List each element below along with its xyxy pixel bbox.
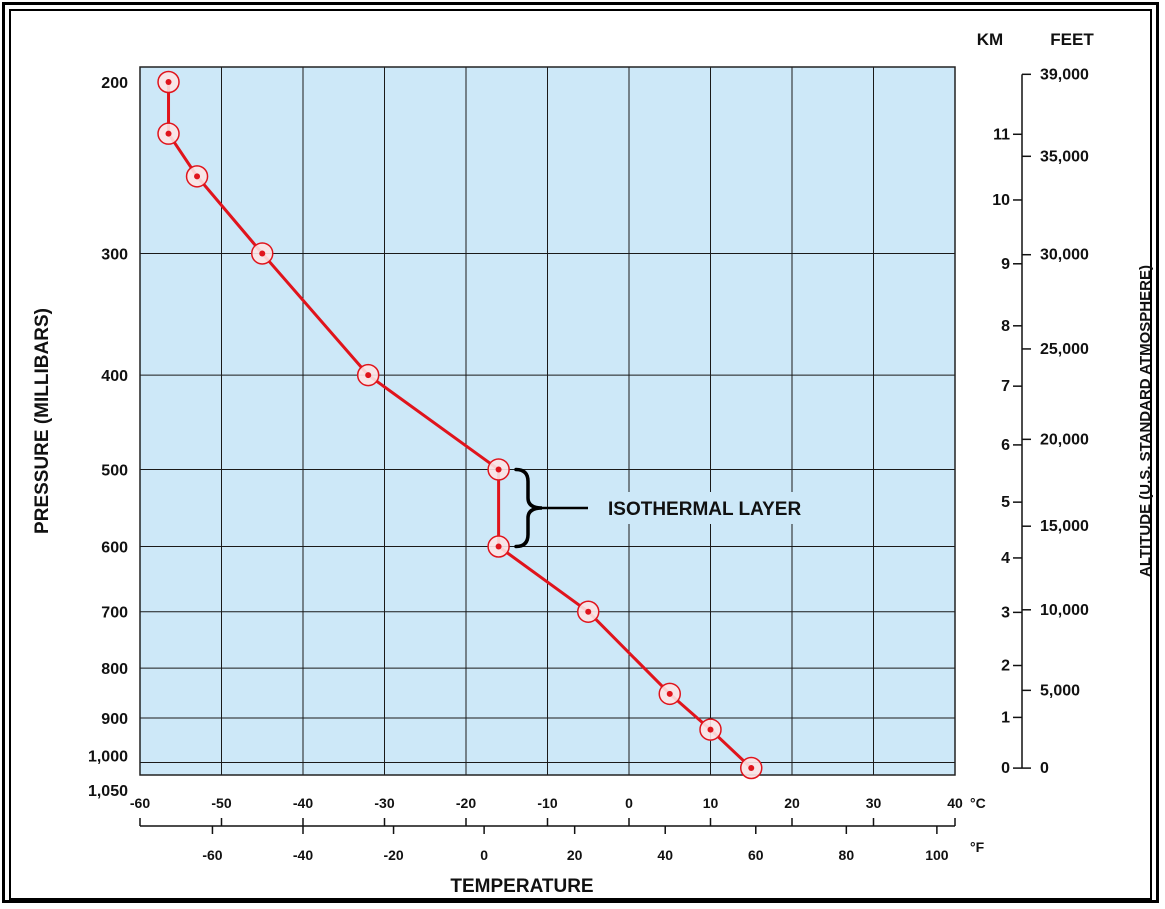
grid [140,67,955,775]
celsius-tick-label: 40 [947,795,963,811]
celsius-tick-label: -60 [130,795,150,811]
data-point [748,765,755,771]
altitude-axes: 0 1 2 3 4 5 6 7 8 9 10 11 0 5,000 10,000 15,000 20,000 25… [992,66,1089,777]
fahrenheit-tick-label: -20 [383,847,403,863]
plot-border [139,66,956,776]
data-point [194,173,201,180]
data-point [165,79,172,85]
celsius-tick-label: 10 [703,795,719,811]
km-tick-label: 6 [1001,437,1010,454]
isothermal-label-bg [598,491,812,524]
celsius-tick-label: 20 [784,795,800,811]
celsius-tick-label: -20 [456,795,476,811]
km-tick-label: 0 [1001,760,1010,777]
feet-tick-label: 10,000 [1040,602,1089,619]
fahrenheit-tick-label: 80 [839,847,855,863]
pressure-axis: 200 300 400 500 600 700 800 900 1,000 1,050 [88,75,128,800]
fahrenheit-tick-label: 40 [657,847,673,863]
celsius-unit: °C [970,795,986,811]
pressure-tick-label: 800 [101,661,128,678]
celsius-tick-label: -30 [374,795,394,811]
pressure-tick-label: 600 [101,540,128,557]
km-tick-label: 9 [1001,256,1010,273]
km-tick-label: 2 [1001,658,1010,675]
temperature-axes: -60 -50 -40 -30 -20 -10 0 10 20 30 40 -60 -40 -20 0 20 4… [130,795,963,863]
celsius-tick-label: -50 [211,795,231,811]
feet-tick-label: 30,000 [1040,247,1089,264]
x-axis-label: TEMPERATURE [450,876,593,897]
fahrenheit-tick-label: 60 [748,847,764,863]
feet-tick-label: 35,000 [1040,148,1089,165]
data-point [707,726,714,733]
km-tick-label: 7 [1001,378,1010,395]
pressure-tick-label: 1,000 [88,749,128,766]
inner-frame [9,9,1152,900]
data-point [365,372,372,379]
feet-tick-label: 0 [1040,760,1049,777]
fahrenheit-tick-label: 100 [925,847,949,863]
km-tick-label: 5 [1001,494,1010,511]
feet-tick-label: 15,000 [1040,518,1089,535]
sounding-series [157,70,763,780]
celsius-tick-label: 0 [625,795,633,811]
km-tick-label: 10 [992,192,1010,209]
isothermal-label: ISOTHERMAL LAYER [608,499,801,520]
data-point [165,130,172,137]
feet-tick-label: 20,000 [1040,431,1089,448]
y-axis-label: PRESSURE (MILLIBARS) [32,308,53,534]
pressure-tick-label: 400 [101,368,128,385]
feet-tick-label: 39,000 [1040,66,1089,83]
feet-tick-label: 5,000 [1040,682,1080,699]
fahrenheit-unit: °F [970,839,985,855]
data-point [495,466,502,473]
data-point [666,690,673,697]
celsius-tick-label: -10 [537,795,557,811]
fahrenheit-tick-label: -40 [293,847,313,863]
feet-tick-label: 25,000 [1040,341,1089,358]
fahrenheit-tick-label: -60 [202,847,222,863]
celsius-tick-label: -40 [293,795,313,811]
km-tick-label: 4 [1001,550,1010,567]
data-point [495,543,502,550]
celsius-tick-label: 30 [866,795,882,811]
feet-header: FEET [1050,30,1094,49]
pressure-tick-label: 500 [101,462,128,479]
data-point [259,250,266,257]
km-tick-label: 1 [1001,709,1010,726]
pressure-tick-label: 700 [101,605,128,622]
pressure-tick-label: 1,050 [88,783,128,800]
pressure-tick-label: 300 [101,246,128,263]
km-header: KM [977,30,1003,49]
km-tick-label: 3 [1001,604,1010,621]
km-tick-label: 11 [993,126,1010,143]
fahrenheit-tick-label: 20 [567,847,583,863]
fahrenheit-tick-label: 0 [480,847,488,863]
right-axis-label: ALTITUDE (U.S. STANDARD ATMOSPHERE) [1137,265,1154,577]
pressure-tick-label: 900 [101,711,128,728]
data-point [585,608,592,615]
pressure-tick-label: 200 [101,75,128,92]
isothermal-annotation: ISOTHERMAL LAYER [514,467,812,549]
km-tick-label: 8 [1001,318,1010,335]
